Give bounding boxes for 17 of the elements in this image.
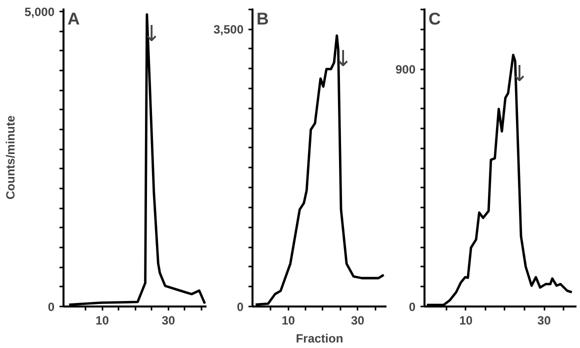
y-tick-label: 0 [236,300,244,314]
chart-title: A [68,10,80,28]
x-tick-label: 30 [537,314,552,328]
x-tick-label: 10 [282,314,296,328]
x-tick-label: 30 [162,314,176,328]
x-tick-label: 10 [459,314,473,328]
y-axis-title: Counts/minute [3,115,18,200]
y-tick-label: 5,000 [24,4,55,19]
y-tick-label: 3,500 [213,22,244,37]
x-axis-title: Fraction [296,332,344,346]
y-tick-label: 900 [395,62,416,77]
y-tick-label: 0 [48,300,55,314]
chart-title: C [428,10,441,28]
chart-title: B [256,10,269,28]
y-tick-label: 0 [408,300,416,314]
x-tick-label: 30 [351,314,365,328]
x-tick-label: 10 [96,314,110,328]
